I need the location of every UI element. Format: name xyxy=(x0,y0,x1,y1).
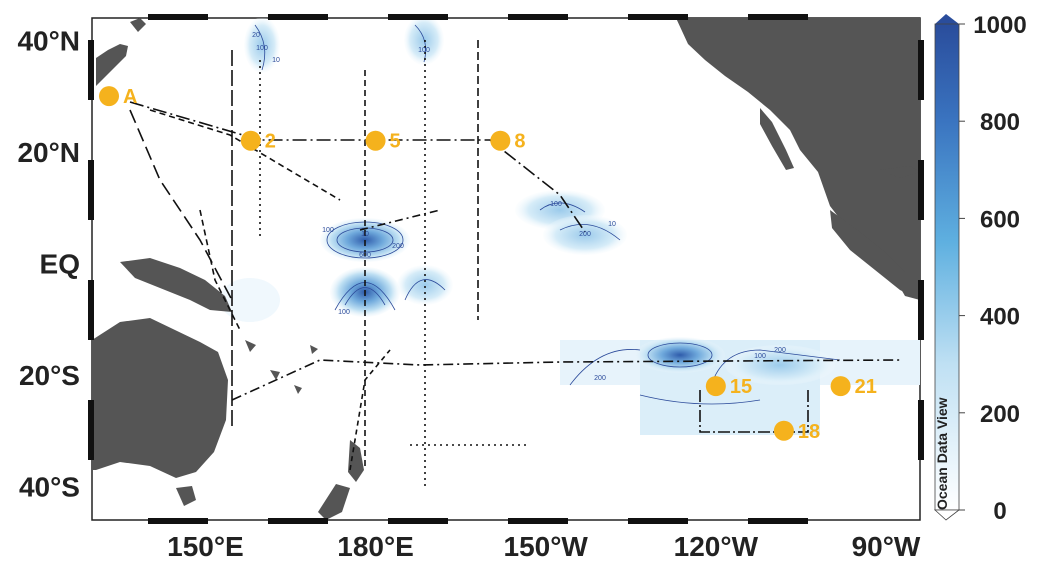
frame-ticks xyxy=(88,14,924,524)
station-marker xyxy=(490,130,511,151)
latitude-label: 40°S xyxy=(19,472,80,503)
colorbar-tick-label: 200 xyxy=(980,401,1020,428)
station-marker xyxy=(705,376,726,397)
station-marker xyxy=(773,420,794,441)
contour-label: 200 xyxy=(579,231,591,238)
latitude-label: 20°N xyxy=(17,137,80,168)
station-label: 18 xyxy=(798,421,820,443)
contour-label: 200 xyxy=(774,347,786,354)
contour-label: 200 xyxy=(594,375,606,382)
colorbar-title: Ocean Data View xyxy=(934,397,950,510)
latitude-label: EQ xyxy=(40,248,80,279)
land xyxy=(92,18,920,520)
longitude-label: 150°W xyxy=(504,531,589,562)
contour-label: 10 xyxy=(272,57,280,64)
colorbar-gradient xyxy=(934,23,960,511)
contour-label: 100 xyxy=(754,353,766,360)
contour-label: 100 xyxy=(322,227,334,234)
station-label: 2 xyxy=(265,131,276,153)
latitude-label: 20°S xyxy=(19,360,80,391)
station-label: 8 xyxy=(514,131,525,153)
station-marker xyxy=(830,376,851,397)
colorbar: 1000 800 600 400 200 0 Ocean Data View xyxy=(933,12,1027,525)
contour-label: 200 xyxy=(392,243,404,250)
colorbar-tick-label: 400 xyxy=(980,304,1020,331)
colorbar-tick-label: 0 xyxy=(993,498,1006,525)
contour-label: 10 xyxy=(361,231,369,238)
station-label: 15 xyxy=(730,376,752,398)
contour-labels: 20 100 10 100 100 10 200 100 10 600 200 100 200 100 20… xyxy=(252,32,786,382)
station-marker xyxy=(365,130,386,151)
latitude-label: 40°N xyxy=(17,25,80,56)
longitude-label: 150°E xyxy=(167,531,244,562)
station-marker xyxy=(240,130,261,151)
cruise-tracks xyxy=(129,40,901,490)
contour-label: 100 xyxy=(418,47,430,54)
contour-label: 20 xyxy=(252,32,260,39)
station-marker xyxy=(99,86,120,107)
colorbar-tick-label: 1000 xyxy=(973,12,1026,39)
contour-label: 100 xyxy=(256,45,268,52)
contour-label: 100 xyxy=(338,309,350,316)
colorbar-bottom-arrow xyxy=(933,509,961,521)
colorbar-tick-label: 800 xyxy=(980,109,1020,136)
colorbar-top-arrow xyxy=(935,14,959,24)
contour-label: 10 xyxy=(608,221,616,228)
station-label: 5 xyxy=(390,131,401,153)
longitude-label: 90°W xyxy=(852,531,921,562)
contour-label: 100 xyxy=(550,201,562,208)
longitude-labels: 150°E 180°E 150°W 120°W 90°W xyxy=(167,531,921,562)
longitude-label: 180°E xyxy=(337,531,414,562)
contour-label: 600 xyxy=(359,252,371,259)
station-label: 21 xyxy=(855,376,877,398)
station-markers: A 2 5 8 15 21 18 xyxy=(99,86,877,443)
latitude-labels: 40°N 20°N EQ 20°S 40°S xyxy=(17,25,80,502)
station-label: A xyxy=(123,86,137,108)
longitude-label: 120°W xyxy=(674,531,759,562)
colorbar-tick-label: 600 xyxy=(980,206,1020,233)
